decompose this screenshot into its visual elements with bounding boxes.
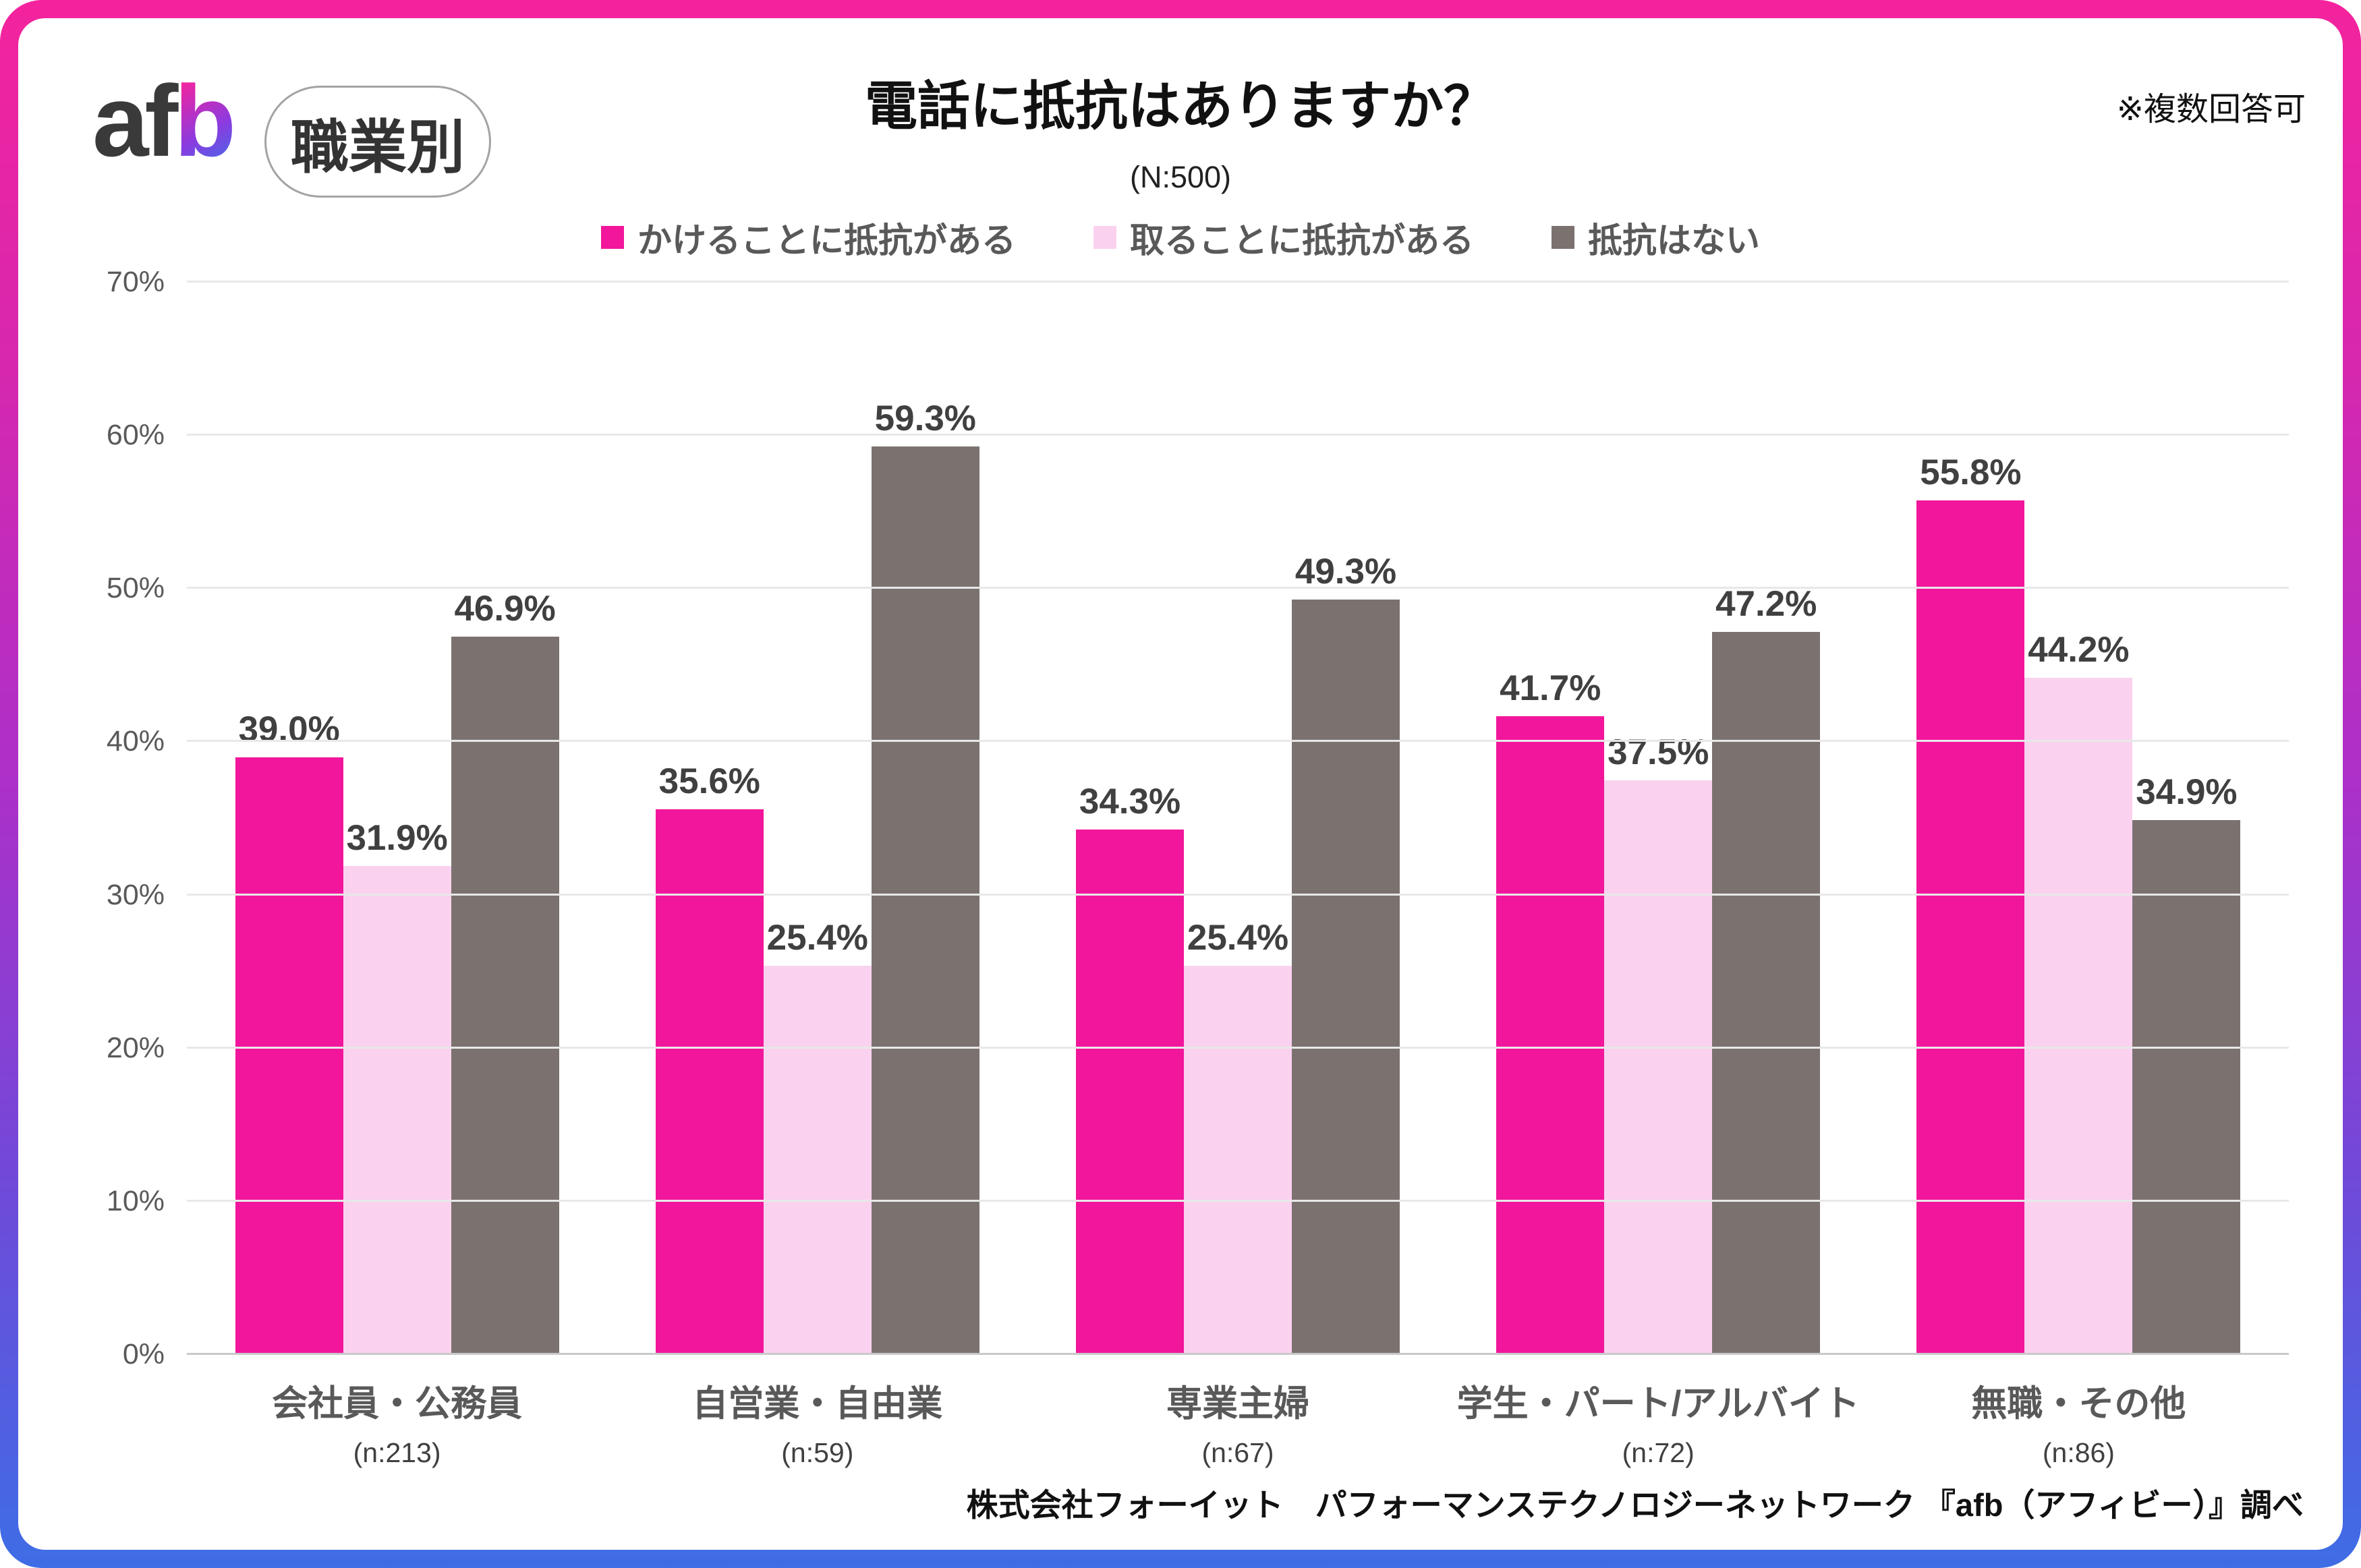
bar-group-5: 55.8% 44.2% 34.9% [1869, 283, 2289, 1355]
legend-item-3: 抵抗はない [1552, 212, 1760, 262]
bar-s2-g1: 31.9% [343, 818, 451, 1355]
chart-legend: かけることに抵抗がある 取ることに抵抗がある 抵抗はない [18, 212, 2343, 262]
legend-swatch-icon [1093, 226, 1116, 249]
bar-value-label: 37.5% [1608, 732, 1709, 773]
bar-value-label: 59.3% [874, 399, 976, 439]
x-category-count: (n:213) [353, 1437, 441, 1468]
bar-group-2: 35.6% 25.4% 59.3% [607, 283, 1027, 1355]
bar-groups: 39.0% 31.9% 46.9% 35.6% 25.4% 59.3% 34.3% 25.4%… [187, 283, 2289, 1355]
x-category-count: (n:59) [781, 1437, 854, 1468]
bar-s3-g3: 49.3% [1292, 552, 1400, 1355]
bar-s3-g1: 46.9% [451, 589, 559, 1355]
bar-value-label: 49.3% [1295, 552, 1397, 592]
sample-size-label: (N:500) [1129, 160, 1232, 194]
source-credit: 株式会社フォーイット パフォーマンステクノロジーネットワーク 『afb（アフィビ… [966, 1487, 2304, 1523]
bar-value-label: 34.3% [1079, 781, 1181, 821]
bar-value-label: 31.9% [346, 818, 448, 859]
x-axis-line [187, 1353, 2289, 1355]
bar-value-label: 35.6% [658, 761, 760, 802]
legend-item-1: かけることに抵抗がある [600, 212, 1016, 262]
x-category-count: (n:67) [1201, 1437, 1274, 1468]
page-title: 電話に抵抗はありますか？ [864, 76, 1496, 136]
bar-s1-g4: 41.7% [1496, 668, 1605, 1355]
category-badge-label: 職業別 [291, 115, 465, 180]
x-category-3: 専業主婦 (n:67) [1027, 1375, 1448, 1469]
logo-text-dark: af [92, 64, 178, 177]
logo-text-accent: b [174, 64, 236, 177]
x-category-name: 学生・パート/アルバイト [1456, 1384, 1860, 1424]
gridline [187, 893, 2289, 896]
gridline [187, 587, 2289, 589]
bar-group-3: 34.3% 25.4% 49.3% [1027, 283, 1448, 1355]
x-category-name: 無職・その他 [1971, 1384, 2186, 1424]
category-badge: 職業別 [264, 86, 491, 198]
x-category-count: (n:86) [2042, 1437, 2115, 1468]
x-category-name: 専業主婦 [1166, 1384, 1309, 1424]
bar-s2-g2: 25.4% [763, 918, 872, 1355]
legend-label: 抵抗はない [1588, 221, 1761, 260]
gridline [187, 281, 2289, 283]
gridline [187, 1046, 2289, 1049]
bar-s3-g2: 59.3% [871, 399, 979, 1355]
legend-swatch-icon [1552, 226, 1574, 249]
bar-s1-g1: 39.0% [235, 709, 343, 1355]
bar-value-label: 55.8% [1920, 452, 2022, 492]
y-tick-label: 10% [106, 1184, 165, 1217]
bar-s3-g5: 34.9% [2132, 772, 2241, 1355]
bar-s2-g4: 37.5% [1604, 732, 1713, 1355]
x-category-4: 学生・パート/アルバイト (n:72) [1448, 1375, 1869, 1469]
y-tick-label: 0% [122, 1338, 165, 1370]
gridline [187, 740, 2289, 743]
y-tick-label: 70% [106, 266, 165, 298]
x-category-1: 会社員・公務員 (n:213) [187, 1375, 607, 1469]
y-axis-labels: 0% 10% 20% 30% 40% 50% 60% 70% [65, 266, 177, 1370]
bar-s2-g3: 25.4% [1184, 918, 1292, 1355]
bar-s1-g3: 34.3% [1076, 782, 1184, 1355]
multiple-answer-note: ※複数回答可 [2116, 92, 2306, 127]
y-tick-label: 50% [106, 572, 165, 605]
bar-s3-g4: 47.2% [1712, 584, 1821, 1355]
y-tick-label: 20% [106, 1031, 165, 1064]
bar-chart: 0% 10% 20% 30% 40% 50% 60% 70% 39.0% 31.9% 46.9% 3… [65, 266, 2296, 1468]
bar-value-label: 25.4% [1187, 918, 1289, 958]
bar-value-label: 44.2% [2028, 630, 2130, 670]
legend-label: 取ることに抵抗がある [1129, 221, 1474, 260]
legend-swatch-icon [600, 226, 624, 249]
bar-value-label: 46.9% [454, 588, 556, 629]
y-tick-label: 30% [106, 878, 165, 911]
x-axis-labels: 会社員・公務員 (n:213) 自営業・自由業 (n:59) 専業主婦 (n:67) 学生・… [187, 1375, 2289, 1469]
y-tick-label: 60% [106, 419, 165, 452]
plot-area: 39.0% 31.9% 46.9% 35.6% 25.4% 59.3% 34.3% 25.4%… [187, 281, 2289, 1355]
bar-value-label: 41.7% [1500, 668, 1601, 708]
bar-value-label: 25.4% [766, 918, 868, 958]
x-category-name: 会社員・公務員 [272, 1384, 523, 1424]
y-tick-label: 40% [106, 725, 165, 758]
bar-group-1: 39.0% 31.9% 46.9% [187, 283, 607, 1355]
legend-item-2: 取ることに抵抗がある [1093, 212, 1474, 262]
bar-value-label: 47.2% [1715, 583, 1817, 624]
x-category-name: 自営業・自由業 [692, 1384, 943, 1424]
gridline [187, 1199, 2289, 1202]
bar-s1-g2: 35.6% [655, 761, 764, 1355]
bar-s2-g5: 44.2% [2024, 630, 2133, 1355]
gridline [187, 434, 2289, 436]
afb-logo: afb [92, 64, 236, 177]
bar-group-4: 41.7% 37.5% 47.2% [1448, 283, 1869, 1355]
chart-card: afb 職業別 電話に抵抗はありますか？ (N:500) ※複数回答可 かけるこ… [18, 18, 2343, 1550]
legend-label: かけることに抵抗がある [637, 221, 1016, 260]
x-category-5: 無職・その他 (n:86) [1869, 1375, 2289, 1469]
x-category-2: 自営業・自由業 (n:59) [607, 1375, 1027, 1469]
bar-s1-g5: 55.8% [1916, 453, 2025, 1355]
bar-value-label: 34.9% [2136, 772, 2238, 813]
bar-value-label: 39.0% [238, 709, 340, 750]
x-category-count: (n:72) [1622, 1437, 1695, 1468]
